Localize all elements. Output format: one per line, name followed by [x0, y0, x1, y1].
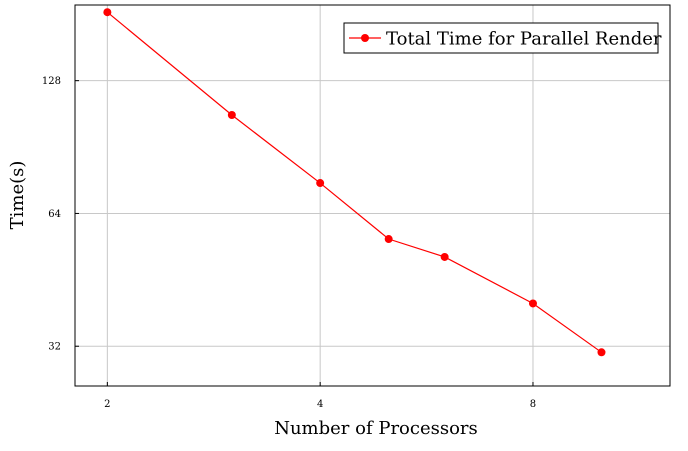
x-tick-label: 4 [317, 399, 323, 410]
data-point [440, 252, 449, 261]
x-axis-title: Number of Processors [274, 418, 478, 439]
legend: Total Time for Parallel Render [343, 22, 662, 54]
data-point [384, 235, 393, 244]
legend-marker [361, 34, 369, 42]
x-tick-label: 2 [104, 399, 110, 410]
y-tick-label: 128 [42, 76, 61, 87]
y-axis-title: Time(s) [7, 161, 28, 230]
legend-box [343, 22, 659, 54]
data-point [316, 179, 325, 188]
y-tick-label: 64 [48, 209, 61, 220]
data-point [528, 299, 537, 308]
data-point [597, 348, 606, 357]
axis-ticks: 2 4 8 32 64 128 [42, 76, 536, 410]
data-point [227, 110, 236, 119]
series-layer [103, 8, 606, 357]
x-tick-label: 8 [530, 399, 536, 410]
data-point [103, 8, 112, 17]
plot-frame [74, 4, 671, 387]
y-tick-label: 32 [48, 342, 61, 353]
series-line [106, 11, 602, 353]
legend-label: Total Time for Parallel Render [386, 29, 662, 50]
grid [75, 5, 670, 386]
